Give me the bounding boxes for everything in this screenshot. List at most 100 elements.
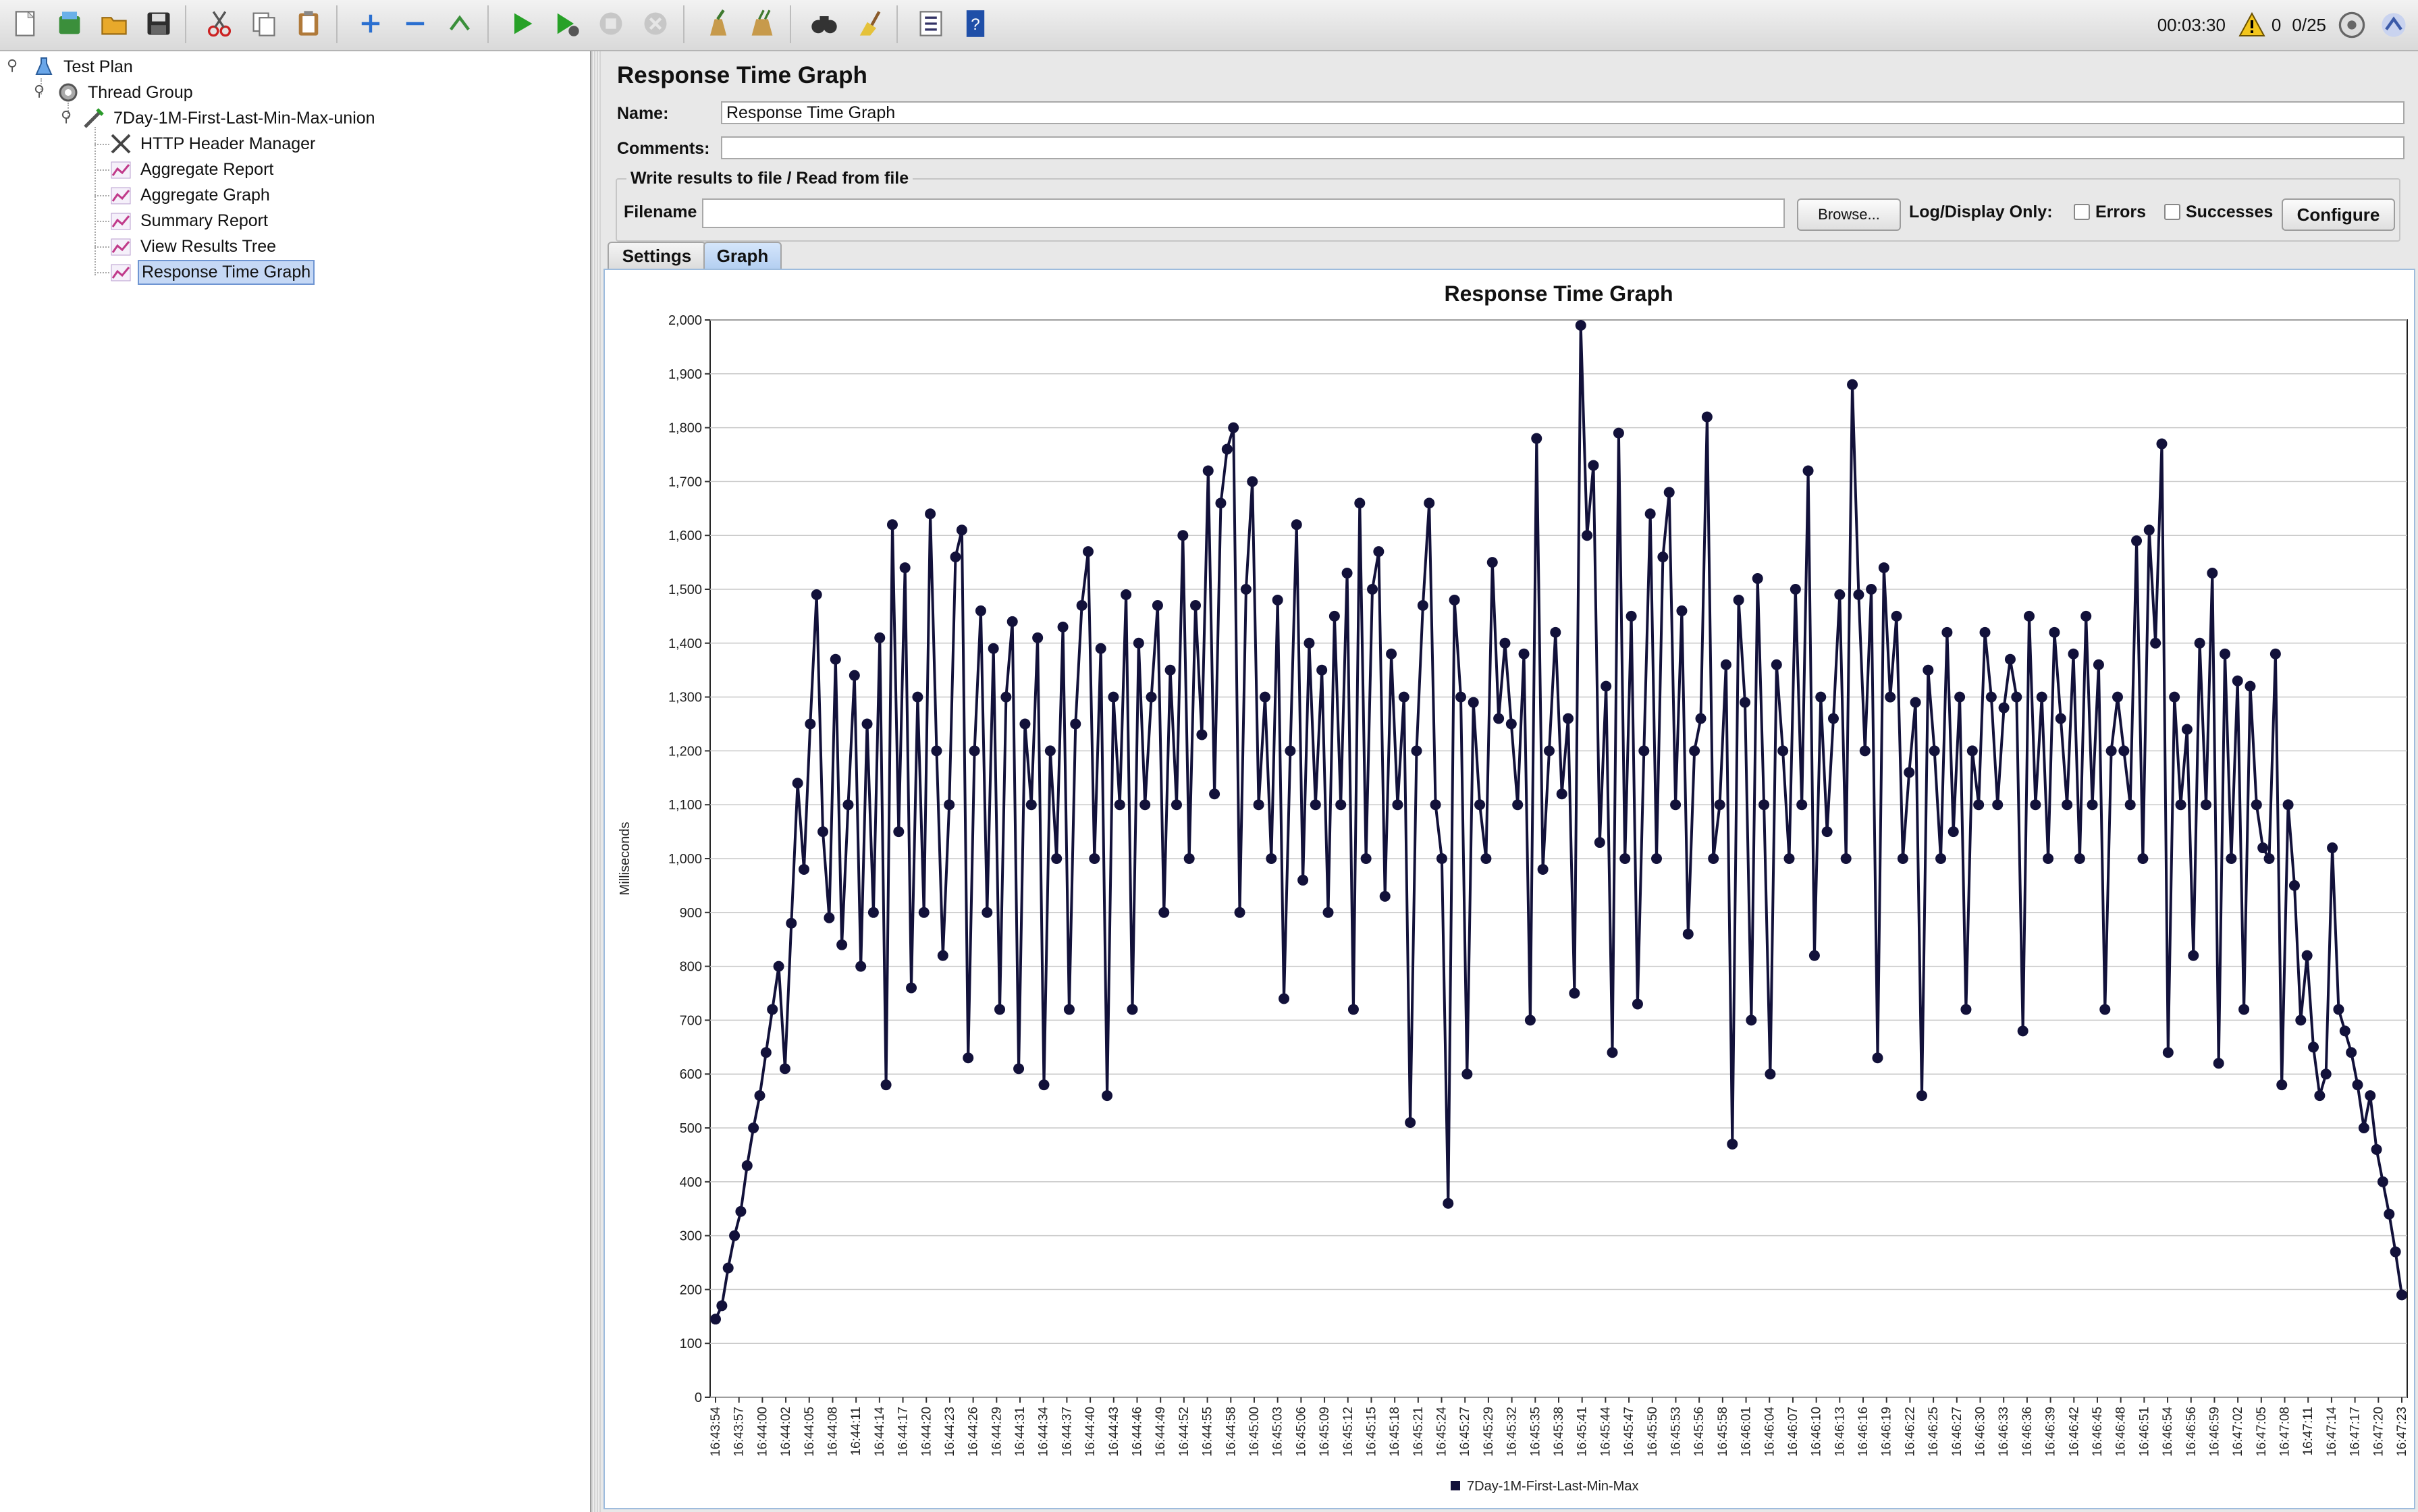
x-tick-label: 16:46:19 bbox=[1880, 1407, 1894, 1457]
function-helper-icon[interactable] bbox=[911, 4, 950, 43]
tab-settings[interactable]: Settings bbox=[608, 242, 706, 269]
successes-checkbox[interactable] bbox=[2164, 204, 2180, 220]
tree-item-aggregate-graph[interactable]: Aggregate Graph bbox=[109, 182, 273, 208]
data-point bbox=[836, 939, 848, 950]
panel-splitter[interactable] bbox=[591, 51, 601, 1512]
filename-input[interactable] bbox=[702, 198, 1785, 228]
x-tick-label: 16:45:21 bbox=[1412, 1407, 1426, 1457]
comments-field[interactable] bbox=[721, 136, 2404, 159]
tree-item-label: 7Day-1M-First-Last-Min-Max-union bbox=[113, 108, 375, 128]
x-tick-label: 16:46:30 bbox=[1974, 1407, 1988, 1457]
data-point bbox=[830, 653, 841, 665]
reset-search-icon[interactable] bbox=[849, 4, 888, 43]
data-point bbox=[2365, 1090, 2376, 1102]
x-tick-label: 16:46:04 bbox=[1763, 1407, 1777, 1457]
new-icon[interactable] bbox=[5, 4, 45, 43]
help-icon[interactable]: ? bbox=[956, 4, 995, 43]
data-point bbox=[925, 508, 936, 520]
data-point bbox=[1670, 799, 1682, 811]
stop-icon[interactable] bbox=[591, 4, 630, 43]
data-point bbox=[1209, 788, 1220, 800]
start-no-pauses-icon[interactable] bbox=[547, 4, 586, 43]
tree-item-test-plan[interactable]: Test Plan bbox=[32, 54, 136, 80]
data-point bbox=[1430, 799, 1441, 811]
data-point bbox=[1461, 1069, 1473, 1080]
collapse-icon[interactable] bbox=[396, 4, 435, 43]
warning-icon[interactable] bbox=[2238, 11, 2266, 38]
paste-icon[interactable] bbox=[289, 4, 328, 43]
y-tick-label: 1,600 bbox=[668, 529, 702, 543]
data-point bbox=[1171, 799, 1182, 811]
listener-icon bbox=[111, 161, 131, 179]
data-point bbox=[1108, 691, 1119, 703]
data-point bbox=[2124, 799, 2136, 811]
start-icon[interactable] bbox=[502, 4, 541, 43]
data-point bbox=[1070, 718, 1081, 730]
log-viewer-icon[interactable] bbox=[2379, 10, 2409, 40]
data-point bbox=[1127, 1004, 1138, 1015]
data-point bbox=[2036, 691, 2047, 703]
http-sampler-icon bbox=[84, 108, 104, 128]
x-tick-label: 16:46:27 bbox=[1950, 1407, 1964, 1457]
toggle-icon[interactable] bbox=[440, 4, 479, 43]
data-point bbox=[2074, 853, 2085, 864]
data-point bbox=[1644, 508, 1656, 520]
data-point bbox=[1322, 907, 1334, 918]
tree-item-http-sampler[interactable]: 7Day-1M-First-Last-Min-Max-union bbox=[82, 105, 378, 131]
data-point bbox=[1398, 691, 1409, 703]
save-icon[interactable] bbox=[139, 4, 178, 43]
data-point bbox=[1746, 1015, 1757, 1026]
tree-item-response-time-graph[interactable]: Response Time Graph bbox=[109, 259, 315, 285]
data-point bbox=[982, 907, 993, 918]
data-point bbox=[1259, 691, 1270, 703]
tree-toggle-sampler[interactable]: ⚲ bbox=[61, 108, 72, 125]
shutdown-icon[interactable] bbox=[636, 4, 675, 43]
tab-graph[interactable]: Graph bbox=[703, 242, 782, 269]
expand-icon[interactable] bbox=[351, 4, 390, 43]
search-icon[interactable] bbox=[805, 4, 844, 43]
data-point bbox=[1866, 584, 1877, 595]
x-tick-label: 16:46:45 bbox=[2091, 1407, 2105, 1457]
copy-icon[interactable] bbox=[244, 4, 284, 43]
data-point bbox=[710, 1314, 721, 1325]
data-point bbox=[773, 961, 784, 972]
x-tick-label: 16:47:05 bbox=[2255, 1407, 2269, 1457]
tree-toggle-test-plan[interactable]: ⚲ bbox=[7, 57, 18, 74]
clear-icon[interactable] bbox=[698, 4, 737, 43]
data-point bbox=[1891, 610, 1902, 622]
data-point bbox=[1063, 1004, 1075, 1015]
browse-button[interactable]: Browse... bbox=[1797, 198, 1901, 231]
x-tick-label: 16:44:52 bbox=[1177, 1407, 1191, 1457]
tree-item-label: Response Time Graph bbox=[138, 259, 315, 285]
name-field[interactable]: Response Time Graph bbox=[721, 101, 2404, 124]
data-point bbox=[2175, 799, 2186, 811]
data-point bbox=[1834, 589, 1846, 600]
templates-icon[interactable] bbox=[50, 4, 89, 43]
errors-checkbox[interactable] bbox=[2074, 204, 2090, 220]
data-point bbox=[1556, 788, 1567, 800]
x-tick-label: 16:45:06 bbox=[1294, 1407, 1308, 1457]
filename-label: Filename bbox=[624, 202, 697, 221]
data-point bbox=[1771, 659, 1782, 670]
y-axis-label: Milliseconds bbox=[618, 822, 633, 896]
tree-item-aggregate-report[interactable]: Aggregate Report bbox=[109, 157, 276, 182]
open-icon[interactable] bbox=[95, 4, 134, 43]
tree-item-thread-group[interactable]: Thread Group bbox=[57, 80, 196, 105]
data-point bbox=[842, 799, 854, 811]
cut-icon[interactable] bbox=[200, 4, 239, 43]
data-point bbox=[1253, 799, 1264, 811]
response-time-chart: Response Time Graph 0 100 200 300 400 500 600 70… bbox=[618, 281, 2409, 1494]
configure-button[interactable]: Configure bbox=[2282, 198, 2395, 231]
data-point bbox=[1310, 799, 1321, 811]
tree-toggle-thread-group[interactable]: ⚲ bbox=[34, 82, 45, 99]
clear-all-icon[interactable] bbox=[743, 4, 782, 43]
tree-item-http-header-manager[interactable]: HTTP Header Manager bbox=[109, 131, 318, 157]
tree-item-view-results-tree[interactable]: View Results Tree bbox=[109, 234, 279, 259]
data-point bbox=[1569, 988, 1580, 999]
data-point bbox=[2099, 1004, 2111, 1015]
data-point bbox=[994, 1004, 1006, 1015]
x-tick-label: 16:45:27 bbox=[1458, 1407, 1472, 1457]
comments-label: Comments: bbox=[617, 139, 710, 158]
x-tick-label: 16:45:09 bbox=[1318, 1407, 1332, 1457]
tree-item-summary-report[interactable]: Summary Report bbox=[109, 208, 271, 234]
